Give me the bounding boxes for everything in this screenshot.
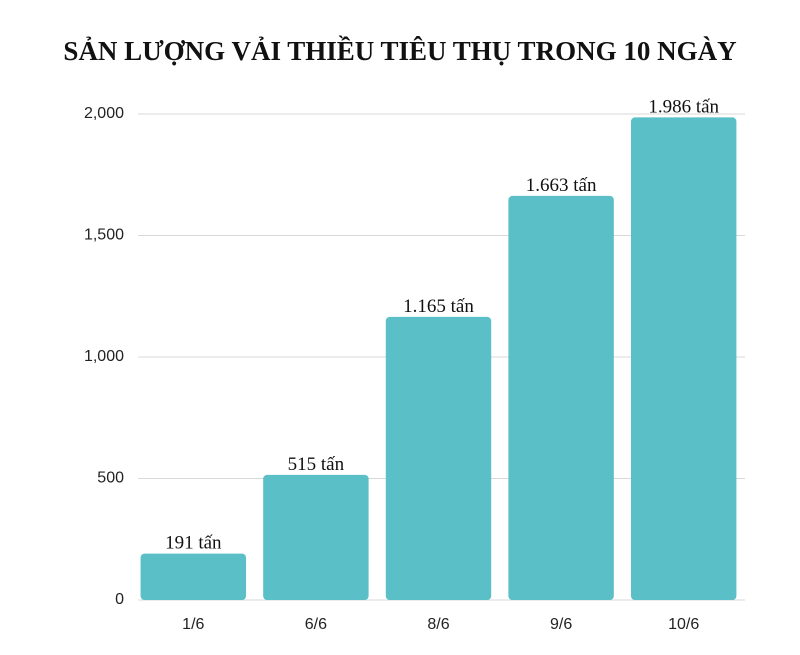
x-tick-label: 9/6 <box>550 616 572 633</box>
y-tick-label: 0 <box>115 591 124 608</box>
value-label: 191 tấn <box>165 533 222 554</box>
x-tick-label: 6/6 <box>305 616 327 633</box>
x-tick-label: 10/6 <box>668 616 699 633</box>
chart-title: SẢN LƯỢNG VẢI THIỀU TIÊU THỤ TRONG 10 NG… <box>63 35 736 66</box>
y-tick-label: 1,500 <box>84 227 124 244</box>
bar <box>140 553 247 600</box>
x-tick-label: 1/6 <box>182 616 204 633</box>
bar <box>630 117 737 600</box>
y-tick-label: 1,000 <box>84 348 124 365</box>
x-tick-label: 8/6 <box>427 616 449 633</box>
y-tick-label: 500 <box>97 470 124 487</box>
y-tick-label: 2,000 <box>84 105 124 122</box>
bar <box>508 195 614 601</box>
value-label: 1.663 tấn <box>526 175 597 196</box>
value-label: 1.986 tấn <box>648 96 719 117</box>
value-label: 1.165 tấn <box>403 296 474 317</box>
value-label: 515 tấn <box>288 454 345 475</box>
bar <box>263 474 369 600</box>
bar <box>385 316 492 600</box>
